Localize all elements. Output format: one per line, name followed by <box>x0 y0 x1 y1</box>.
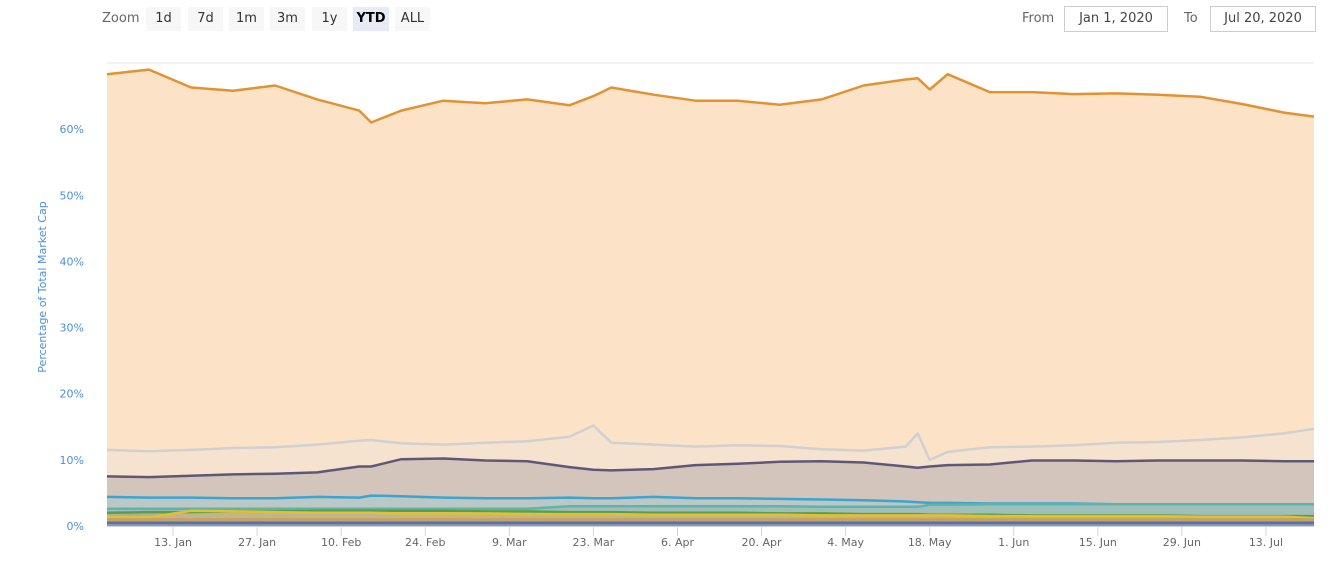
range-button-1y[interactable]: 1y <box>312 7 347 31</box>
series-line-5[interactable] <box>107 502 1314 511</box>
from-label: From <box>1022 11 1055 26</box>
x-tick-label: 23. Mar <box>573 536 615 549</box>
range-button-1m[interactable]: 1m <box>229 7 264 31</box>
y-tick-label: 0% <box>67 520 84 533</box>
series-area-1 <box>107 69 1314 526</box>
x-tick-label: 18. May <box>908 536 952 549</box>
zoom-label: Zoom <box>102 11 140 26</box>
y-tick-label: 10% <box>60 454 84 467</box>
x-tick-label: 20. Apr <box>742 536 782 549</box>
x-tick-label: 13. Jan <box>154 536 192 549</box>
y-axis-title: Percentage of Total Market Cap <box>36 201 49 372</box>
y-tick-label: 50% <box>60 189 84 202</box>
x-tick-label: 9. Mar <box>492 536 527 549</box>
series-line-2[interactable] <box>106 424 1315 462</box>
x-tick-label: 24. Feb <box>405 536 445 549</box>
range-button-1d[interactable]: 1d <box>146 7 181 31</box>
y-tick-label: 40% <box>60 255 84 268</box>
x-tick-label: 6. Apr <box>661 536 694 549</box>
y-tick-label: 20% <box>60 388 84 401</box>
x-tick-label: 4. May <box>827 536 864 549</box>
range-button-ytd[interactable]: YTD <box>353 7 389 31</box>
series-line-7[interactable] <box>107 509 1315 520</box>
to-label: To <box>1184 11 1198 26</box>
to-date-input[interactable]: Jul 20, 2020 <box>1210 6 1316 32</box>
series-line-3[interactable] <box>106 457 1314 479</box>
range-button-all[interactable]: ALL <box>395 7 430 31</box>
y-tick-label: 60% <box>60 123 84 136</box>
x-tick-label: 10. Feb <box>321 536 361 549</box>
from-date-input[interactable]: Jan 1, 2020 <box>1064 6 1168 32</box>
x-tick-label: 29. Jun <box>1163 536 1201 549</box>
x-tick-label: 15. Jun <box>1079 536 1117 549</box>
x-tick-label: 1. Jun <box>998 536 1029 549</box>
x-tick-label: 13. Jul <box>1249 536 1283 549</box>
x-tick-label: 27. Jan <box>238 536 276 549</box>
series-line-1[interactable] <box>106 68 1315 124</box>
y-tick-label: 30% <box>60 322 84 335</box>
range-button-3m[interactable]: 3m <box>270 7 305 31</box>
range-button-7d[interactable]: 7d <box>188 7 223 31</box>
